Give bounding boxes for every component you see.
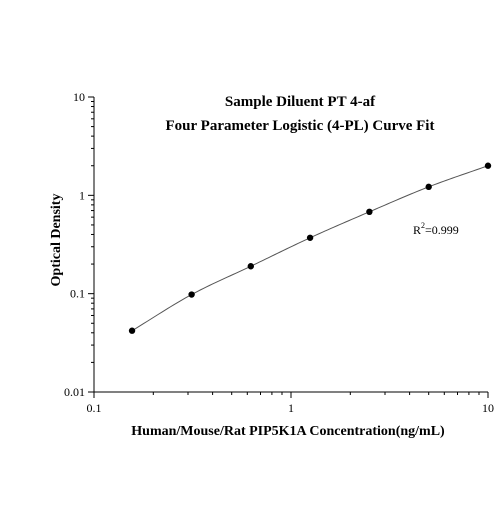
data-point <box>306 234 314 241</box>
data-point <box>425 183 432 191</box>
y-tick-label: 10 <box>73 90 85 104</box>
data-point <box>128 327 136 334</box>
y-tick-label: 0.1 <box>70 287 85 301</box>
chart-title-line2: Four Parameter Logistic (4-PL) Curve Fit <box>166 118 435 134</box>
y-axis-title: Optical Density <box>49 194 64 287</box>
fit-curve <box>131 165 489 332</box>
data-point <box>188 291 195 298</box>
r-squared-annotation: R2=0.999 <box>413 221 459 237</box>
r-squared-value: =0.999 <box>425 223 459 237</box>
x-tick-label: 0.1 <box>87 401 102 415</box>
chart-title-line1: Sample Diluent PT 4-af <box>225 94 376 110</box>
x-tick-label: 1 <box>288 401 294 415</box>
data-point <box>247 263 254 270</box>
r-squared-prefix: R <box>413 223 421 237</box>
r-squared-superscript: 2 <box>421 221 425 230</box>
x-axis-title: Human/Mouse/Rat PIP5K1A Concentration(ng… <box>131 424 445 439</box>
x-tick-label: 10 <box>482 401 494 415</box>
data-point <box>484 162 492 169</box>
y-tick-label: 1 <box>79 188 85 202</box>
data-point <box>366 208 373 216</box>
y-tick-label: 0.01 <box>64 385 85 399</box>
